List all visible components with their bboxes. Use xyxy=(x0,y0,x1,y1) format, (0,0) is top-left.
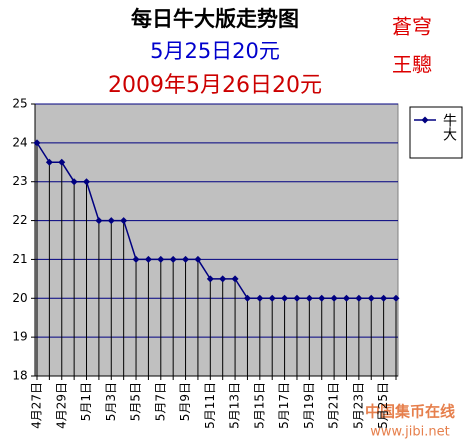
marker xyxy=(231,275,239,283)
chart-subtitle: 5月25日20元 xyxy=(150,39,280,63)
marker xyxy=(318,294,326,302)
legend-label: 牛大 xyxy=(441,113,457,141)
chart-title: 每日牛大版走势图 xyxy=(131,7,299,31)
marker xyxy=(219,275,227,283)
marker xyxy=(120,217,128,225)
marker xyxy=(169,255,177,263)
marker xyxy=(45,158,53,166)
legend xyxy=(409,106,463,159)
x-tick-label: 5月7日 xyxy=(153,382,167,421)
x-tick-label: 5月13日 xyxy=(228,382,242,429)
x-tick-label: 5月9日 xyxy=(178,382,192,421)
marker xyxy=(268,294,276,302)
marker xyxy=(367,294,375,302)
x-tick-label: 5月21日 xyxy=(327,382,341,429)
marker xyxy=(243,294,251,302)
marker xyxy=(380,294,388,302)
y-tick-label: 18 xyxy=(12,369,27,383)
watermark: www.jibi.net xyxy=(370,425,449,440)
legend-marker xyxy=(421,116,429,124)
marker xyxy=(256,294,264,302)
x-tick-label: 5月15日 xyxy=(252,382,266,429)
marker xyxy=(58,158,66,166)
x-tick-label: 4月27日 xyxy=(30,382,44,429)
marker xyxy=(70,178,78,186)
marker xyxy=(342,294,350,302)
marker xyxy=(83,178,91,186)
marker xyxy=(392,294,400,302)
marker xyxy=(107,217,115,225)
marker xyxy=(355,294,363,302)
plot-background xyxy=(34,103,399,377)
y-tick-label: 23 xyxy=(12,174,27,188)
marker xyxy=(293,294,301,302)
x-tick-label: 5月23日 xyxy=(351,382,365,429)
x-tick-label: 5月19日 xyxy=(302,382,316,429)
signature: 王驄 xyxy=(392,53,432,77)
x-tick-label: 5月5日 xyxy=(129,382,143,421)
marker xyxy=(330,294,338,302)
y-tick-label: 21 xyxy=(12,252,27,266)
y-tick-label: 25 xyxy=(12,97,27,111)
y-tick-label: 22 xyxy=(12,213,27,227)
y-tick-label: 20 xyxy=(12,291,27,305)
x-tick-label: 5月25日 xyxy=(376,382,390,429)
marker xyxy=(157,255,165,263)
marker xyxy=(281,294,289,302)
signature: 蒼穹 xyxy=(392,15,432,39)
watermark: 中国集币在线 xyxy=(365,403,455,421)
marker xyxy=(95,217,103,225)
marker xyxy=(194,255,202,263)
marker xyxy=(182,255,190,263)
y-tick-label: 19 xyxy=(12,330,27,344)
marker xyxy=(206,275,214,283)
x-tick-label: 5月1日 xyxy=(79,382,93,421)
marker xyxy=(305,294,313,302)
x-tick-label: 5月11日 xyxy=(203,382,217,429)
x-tick-label: 4月29日 xyxy=(54,382,68,429)
marker xyxy=(144,255,152,263)
x-tick-label: 5月17日 xyxy=(277,382,291,429)
marker xyxy=(33,139,41,147)
marker xyxy=(132,255,140,263)
x-tick-label: 5月3日 xyxy=(104,382,118,421)
chart-subtitle: 2009年5月26日20元 xyxy=(108,73,322,98)
y-tick-label: 24 xyxy=(12,135,27,149)
